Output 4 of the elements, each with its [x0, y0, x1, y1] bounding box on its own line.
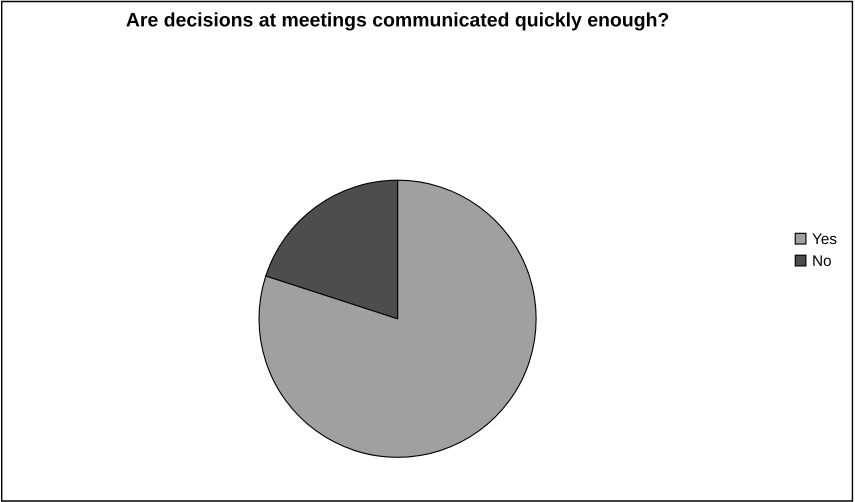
legend-label: No [813, 255, 831, 266]
legend-label: Yes [812, 234, 836, 244]
chart-title: Are decisions at meetings communicated quickly enough? [126, 12, 668, 31]
pie-slice [258, 180, 537, 458]
